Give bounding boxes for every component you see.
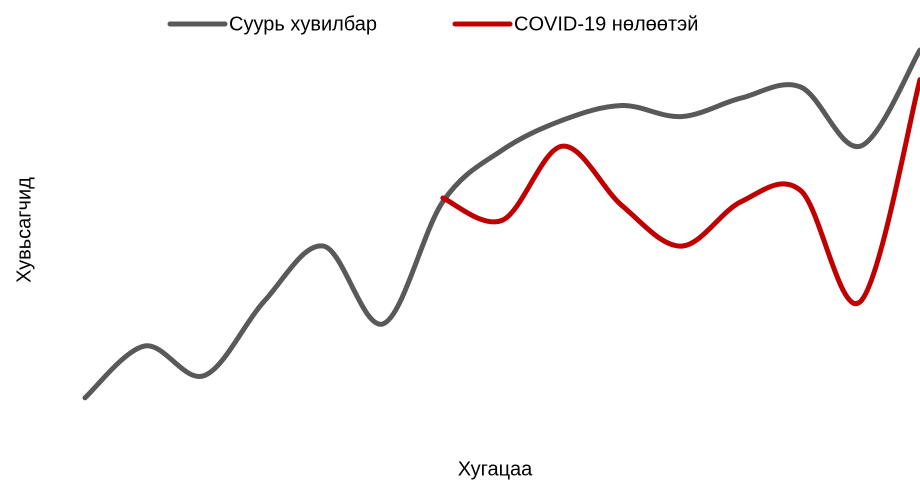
- series-line: [440, 77, 920, 307]
- series-line: [82, 47, 920, 401]
- legend-label: COVID-19 нөлөөтэй: [514, 13, 698, 35]
- legend-label: Суурь хувилбар: [229, 13, 377, 35]
- x-axis-label: Хугацаа: [458, 458, 533, 480]
- y-axis-label: Хувьсагчид: [13, 177, 35, 283]
